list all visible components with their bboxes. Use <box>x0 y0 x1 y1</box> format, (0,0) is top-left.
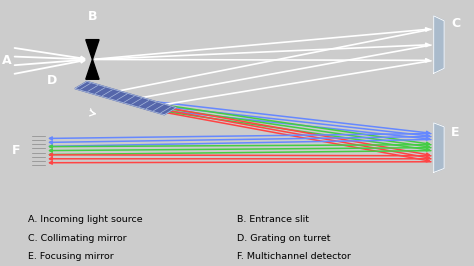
Polygon shape <box>86 60 99 79</box>
Polygon shape <box>32 136 45 165</box>
Text: C: C <box>451 17 460 30</box>
Text: F: F <box>11 144 20 157</box>
Text: A. Incoming light source: A. Incoming light source <box>28 215 143 224</box>
Text: F. Multichannel detector: F. Multichannel detector <box>237 252 351 261</box>
Text: B: B <box>88 10 97 23</box>
Text: A: A <box>2 54 12 67</box>
Text: D. Grating on turret: D. Grating on turret <box>237 234 330 243</box>
Polygon shape <box>75 81 176 115</box>
Text: B. Entrance slit: B. Entrance slit <box>237 215 309 224</box>
Text: E: E <box>451 126 460 139</box>
Text: D: D <box>47 74 57 87</box>
Text: C. Collimating mirror: C. Collimating mirror <box>28 234 127 243</box>
Polygon shape <box>86 40 99 60</box>
Text: E. Focusing mirror: E. Focusing mirror <box>28 252 114 261</box>
Polygon shape <box>434 16 444 73</box>
Polygon shape <box>434 123 444 172</box>
